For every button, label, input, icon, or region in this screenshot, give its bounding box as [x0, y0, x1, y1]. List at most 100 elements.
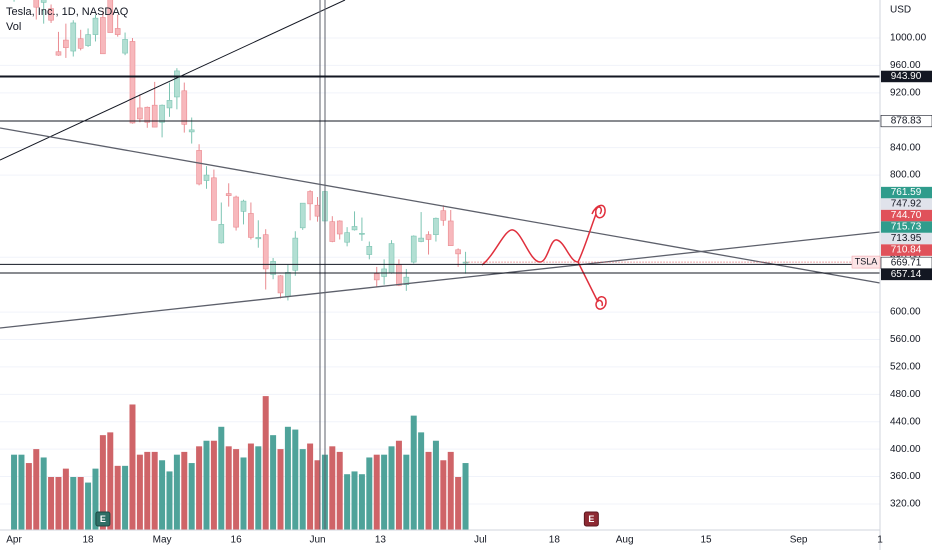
volume-bar: [218, 426, 225, 530]
price-label: 713.95: [891, 233, 922, 244]
drawings: [0, 0, 881, 530]
volume-bar: [432, 440, 439, 530]
volume-bar: [344, 474, 351, 530]
candle-body: [151, 104, 158, 128]
x-tick-label: 18: [549, 535, 561, 546]
price-label: 669.71: [891, 258, 922, 269]
y-tick-label: 560.00: [890, 334, 921, 345]
candle-body: [55, 51, 62, 56]
volume-bar: [40, 457, 47, 530]
x-tick-label: 18: [83, 535, 95, 546]
price-label-bg: [881, 244, 932, 256]
candle-body: [425, 234, 432, 240]
candle-body: [40, 0, 47, 3]
volume-bar: [351, 471, 358, 530]
candle-body: [336, 220, 343, 235]
candle-body: [285, 272, 291, 297]
earnings-marker: [95, 511, 111, 527]
volume-bar: [329, 446, 336, 530]
candle-body: [366, 246, 373, 255]
hand-drawing: [481, 204, 606, 266]
candle-body: [85, 34, 91, 46]
volume-bar: [136, 454, 143, 530]
x-tick-label: Sep: [790, 535, 808, 546]
volume-bar: [129, 404, 136, 530]
x-tick-label: Jul: [474, 535, 487, 546]
volume-bar: [299, 449, 306, 530]
trend-line: [0, 231, 881, 329]
currency: USD: [890, 5, 911, 16]
candle-body: [48, 8, 54, 21]
y-tick-label: 360.00: [890, 471, 921, 482]
volume-bar: [25, 463, 32, 530]
y-tick-label: 320.00: [890, 499, 921, 510]
candle-body: [299, 202, 306, 229]
volume-bar: [85, 482, 92, 530]
volume-bar: [440, 460, 447, 530]
y-tick-label: 800.00: [890, 170, 921, 181]
volume-bar: [77, 477, 84, 530]
trend-line: [0, 127, 881, 284]
candle-body: [166, 100, 173, 109]
volume-bar: [122, 465, 129, 530]
candle-body: [92, 17, 99, 35]
volume-bar: [114, 465, 121, 530]
volume-bar: [144, 451, 151, 530]
volume-bar: [270, 435, 277, 530]
candle-body: [70, 22, 77, 52]
volume-bar: [92, 468, 99, 530]
candle-body: [396, 264, 402, 286]
price-label: 744.70: [891, 210, 922, 221]
candle-body: [410, 235, 417, 263]
candle-body: [373, 273, 380, 281]
price-label: 878.83: [891, 116, 922, 127]
volume-bar: [33, 449, 40, 530]
candle-body: [211, 177, 217, 221]
candle-body: [447, 220, 454, 246]
candle-body: [277, 275, 284, 294]
volume-bar: [11, 454, 18, 530]
candle-body: [100, 17, 106, 55]
volume-bar: [462, 463, 469, 530]
hand-drawing: [577, 261, 607, 310]
candle-body: [218, 224, 225, 244]
candle-body: [270, 261, 276, 275]
volume-bar: [395, 440, 402, 530]
time-axis: [0, 530, 880, 550]
volume-bar: [107, 432, 114, 530]
candle-body: [159, 104, 165, 123]
candle-body: [388, 243, 395, 274]
x-tick-label: 15: [701, 535, 713, 546]
volume-bar: [410, 415, 417, 530]
candle-body: [292, 237, 299, 271]
price-label: 747.92: [891, 199, 922, 210]
candle-body: [307, 191, 313, 205]
candle-body: [455, 249, 461, 255]
volume-bar: [188, 463, 195, 530]
candle-body: [144, 106, 151, 123]
price-label-bg: [881, 209, 932, 222]
y-tick-label: 400.00: [890, 444, 921, 455]
volume-bar: [388, 446, 395, 530]
price-label-bg: [881, 70, 932, 83]
volume-bar: [99, 435, 106, 530]
volume-bar: [381, 454, 388, 530]
volume-bar: [225, 446, 232, 530]
volume-bar: [247, 443, 254, 530]
candle-body: [196, 150, 202, 185]
x-tick-label: Apr: [6, 535, 22, 546]
volume-bar: [403, 454, 410, 530]
grid: [0, 37, 880, 505]
candle-body: [262, 234, 269, 270]
price-label-bg: [881, 221, 932, 233]
candle-body: [63, 39, 69, 48]
candle-body: [203, 174, 210, 181]
volume-bar: [447, 451, 454, 530]
candle-body: [314, 204, 321, 217]
candle-body: [351, 226, 358, 231]
volume-bar: [62, 468, 69, 530]
volume-bar: [455, 477, 462, 530]
